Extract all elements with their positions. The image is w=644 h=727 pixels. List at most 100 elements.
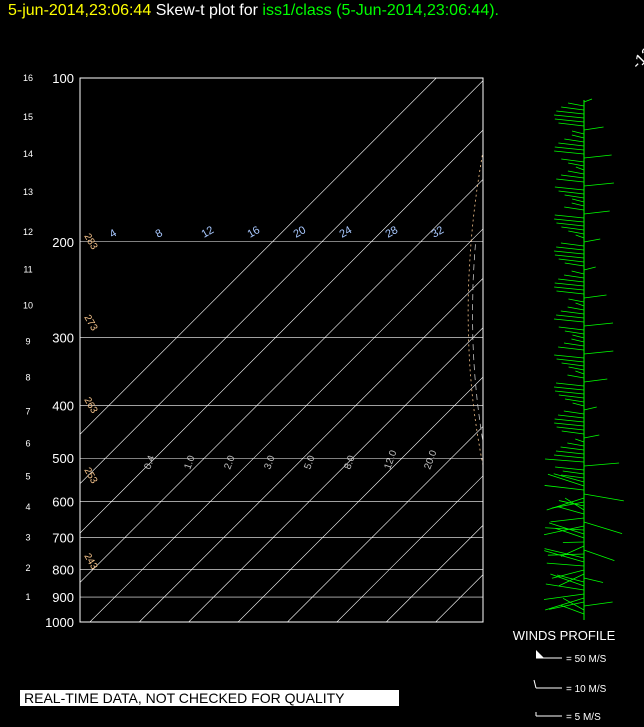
wind-legend-label: = 10 M/S [566, 684, 607, 695]
wind-barb [564, 206, 585, 211]
wind-barb [568, 366, 585, 371]
wind-barb [583, 154, 612, 159]
chart-title: 5-jun-2014,23:06:44 Skew-t plot for iss1… [8, 2, 499, 20]
pressure-tick-label: 800 [52, 562, 74, 577]
wind-barb [561, 226, 585, 231]
wind-barb [556, 314, 585, 319]
wind-barb [558, 573, 585, 587]
wind-barb [564, 497, 585, 511]
wind-barb [558, 142, 585, 147]
wind-barb [551, 569, 585, 579]
quality-disclaimer: REAL-TIME DATA, NOT CHECKED FOR QUALITY [20, 690, 399, 706]
wind-barb [556, 110, 585, 115]
wind-barb [557, 414, 585, 419]
isotherm-line [633, 78, 644, 622]
wind-barb [558, 190, 585, 195]
wind-barb [575, 234, 585, 239]
winds-profile-label: WINDS PROFILE [513, 628, 616, 643]
moist-adiabat-line [599, 242, 644, 622]
wind-barb [555, 466, 585, 471]
isotherm-line [80, 179, 483, 583]
wind-barb [562, 470, 585, 475]
moist-adiabat-line [629, 242, 644, 622]
wind-barb [572, 198, 585, 203]
dry-adiabat-label: 263 [81, 396, 99, 416]
wind-barb [571, 130, 585, 135]
height-tick-label: 6 [25, 439, 30, 449]
wind-barb [554, 254, 585, 259]
isotherm-line [534, 78, 644, 622]
pressure-tick-label: 700 [52, 531, 74, 546]
mixing-ratio-label: 12.0 [382, 449, 399, 471]
wind-barb [571, 270, 585, 275]
mixing-ratio-label: 32 [430, 224, 447, 241]
wind-barb [558, 500, 585, 507]
height-tick-label: 14 [23, 149, 33, 159]
wind-barb [546, 562, 585, 567]
wind-legend-barb [533, 679, 537, 689]
pressure-tick-label: 300 [52, 331, 74, 346]
mixing-ratio-line [640, 242, 644, 622]
wind-legend-label: = 50 M/S [566, 654, 607, 665]
wind-barb [583, 350, 614, 355]
wind-barb [558, 346, 585, 351]
height-tick-label: 1 [25, 592, 30, 602]
wind-barb [554, 282, 585, 287]
wind-barb [543, 593, 585, 600]
mixing-ratio-label: 20 [292, 224, 309, 241]
height-tick-label: 7 [25, 406, 30, 416]
pressure-tick-label: 1000 [45, 615, 74, 630]
wind-barb [556, 290, 585, 295]
wind-barb [548, 522, 585, 535]
wind-barb [571, 338, 585, 343]
wind-barb [563, 410, 585, 415]
wind-barb [543, 525, 585, 536]
height-tick-label: 16 [23, 73, 33, 83]
height-tick-label: 9 [25, 336, 30, 346]
isotherm-line [89, 228, 483, 622]
wind-barb [547, 553, 585, 556]
wind-barb [554, 386, 585, 391]
wind-barb [554, 118, 585, 123]
wind-barb [572, 334, 585, 339]
wind-barb [571, 202, 585, 207]
plot-area [80, 78, 644, 622]
wind-barb [558, 326, 585, 331]
wind-barb [567, 374, 585, 379]
wind-barb [556, 358, 585, 363]
isotherm-line [336, 475, 483, 622]
wind-barb [564, 194, 585, 199]
dry-adiabat-line [467, 149, 483, 468]
wind-legend-label: = 5 M/S [566, 712, 601, 723]
pressure-tick-label: 500 [52, 451, 74, 466]
wind-barb [554, 218, 585, 223]
height-tick-label: 3 [25, 533, 30, 543]
title-datetime: 5-jun-2014,23:06:44 [8, 2, 152, 19]
wind-barb [567, 442, 585, 447]
wind-barb [583, 266, 596, 271]
wind-barb [583, 182, 614, 187]
wind-barb [583, 577, 604, 583]
wind-barb [556, 178, 585, 183]
wind-barb [554, 422, 585, 427]
wind-barb [568, 298, 585, 303]
dry-adiabat-line [594, 78, 644, 622]
isotherm-line [80, 80, 483, 485]
wind-barb [583, 126, 604, 131]
wind-barb [554, 286, 585, 291]
wind-barb [554, 390, 585, 395]
height-tick-label: 10 [23, 301, 33, 311]
wind-barb [545, 458, 585, 463]
wind-barb [564, 262, 585, 267]
wind-barb [568, 230, 585, 235]
height-tick-label: 12 [23, 227, 33, 237]
wind-barb [583, 322, 614, 327]
wind-barb [561, 474, 585, 479]
pressure-tick-label: 200 [52, 235, 74, 250]
mixing-ratio-label: 1.0 [182, 454, 197, 471]
mixing-ratio-label: 8 [154, 227, 165, 240]
mixing-ratio-line [598, 242, 644, 622]
dry-adiabat-label: 253 [81, 466, 99, 486]
wind-barb [583, 294, 607, 299]
